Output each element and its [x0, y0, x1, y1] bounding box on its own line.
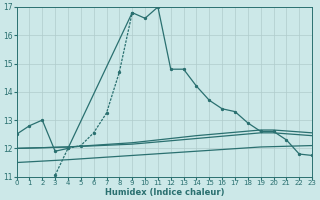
X-axis label: Humidex (Indice chaleur): Humidex (Indice chaleur) [105, 188, 224, 197]
